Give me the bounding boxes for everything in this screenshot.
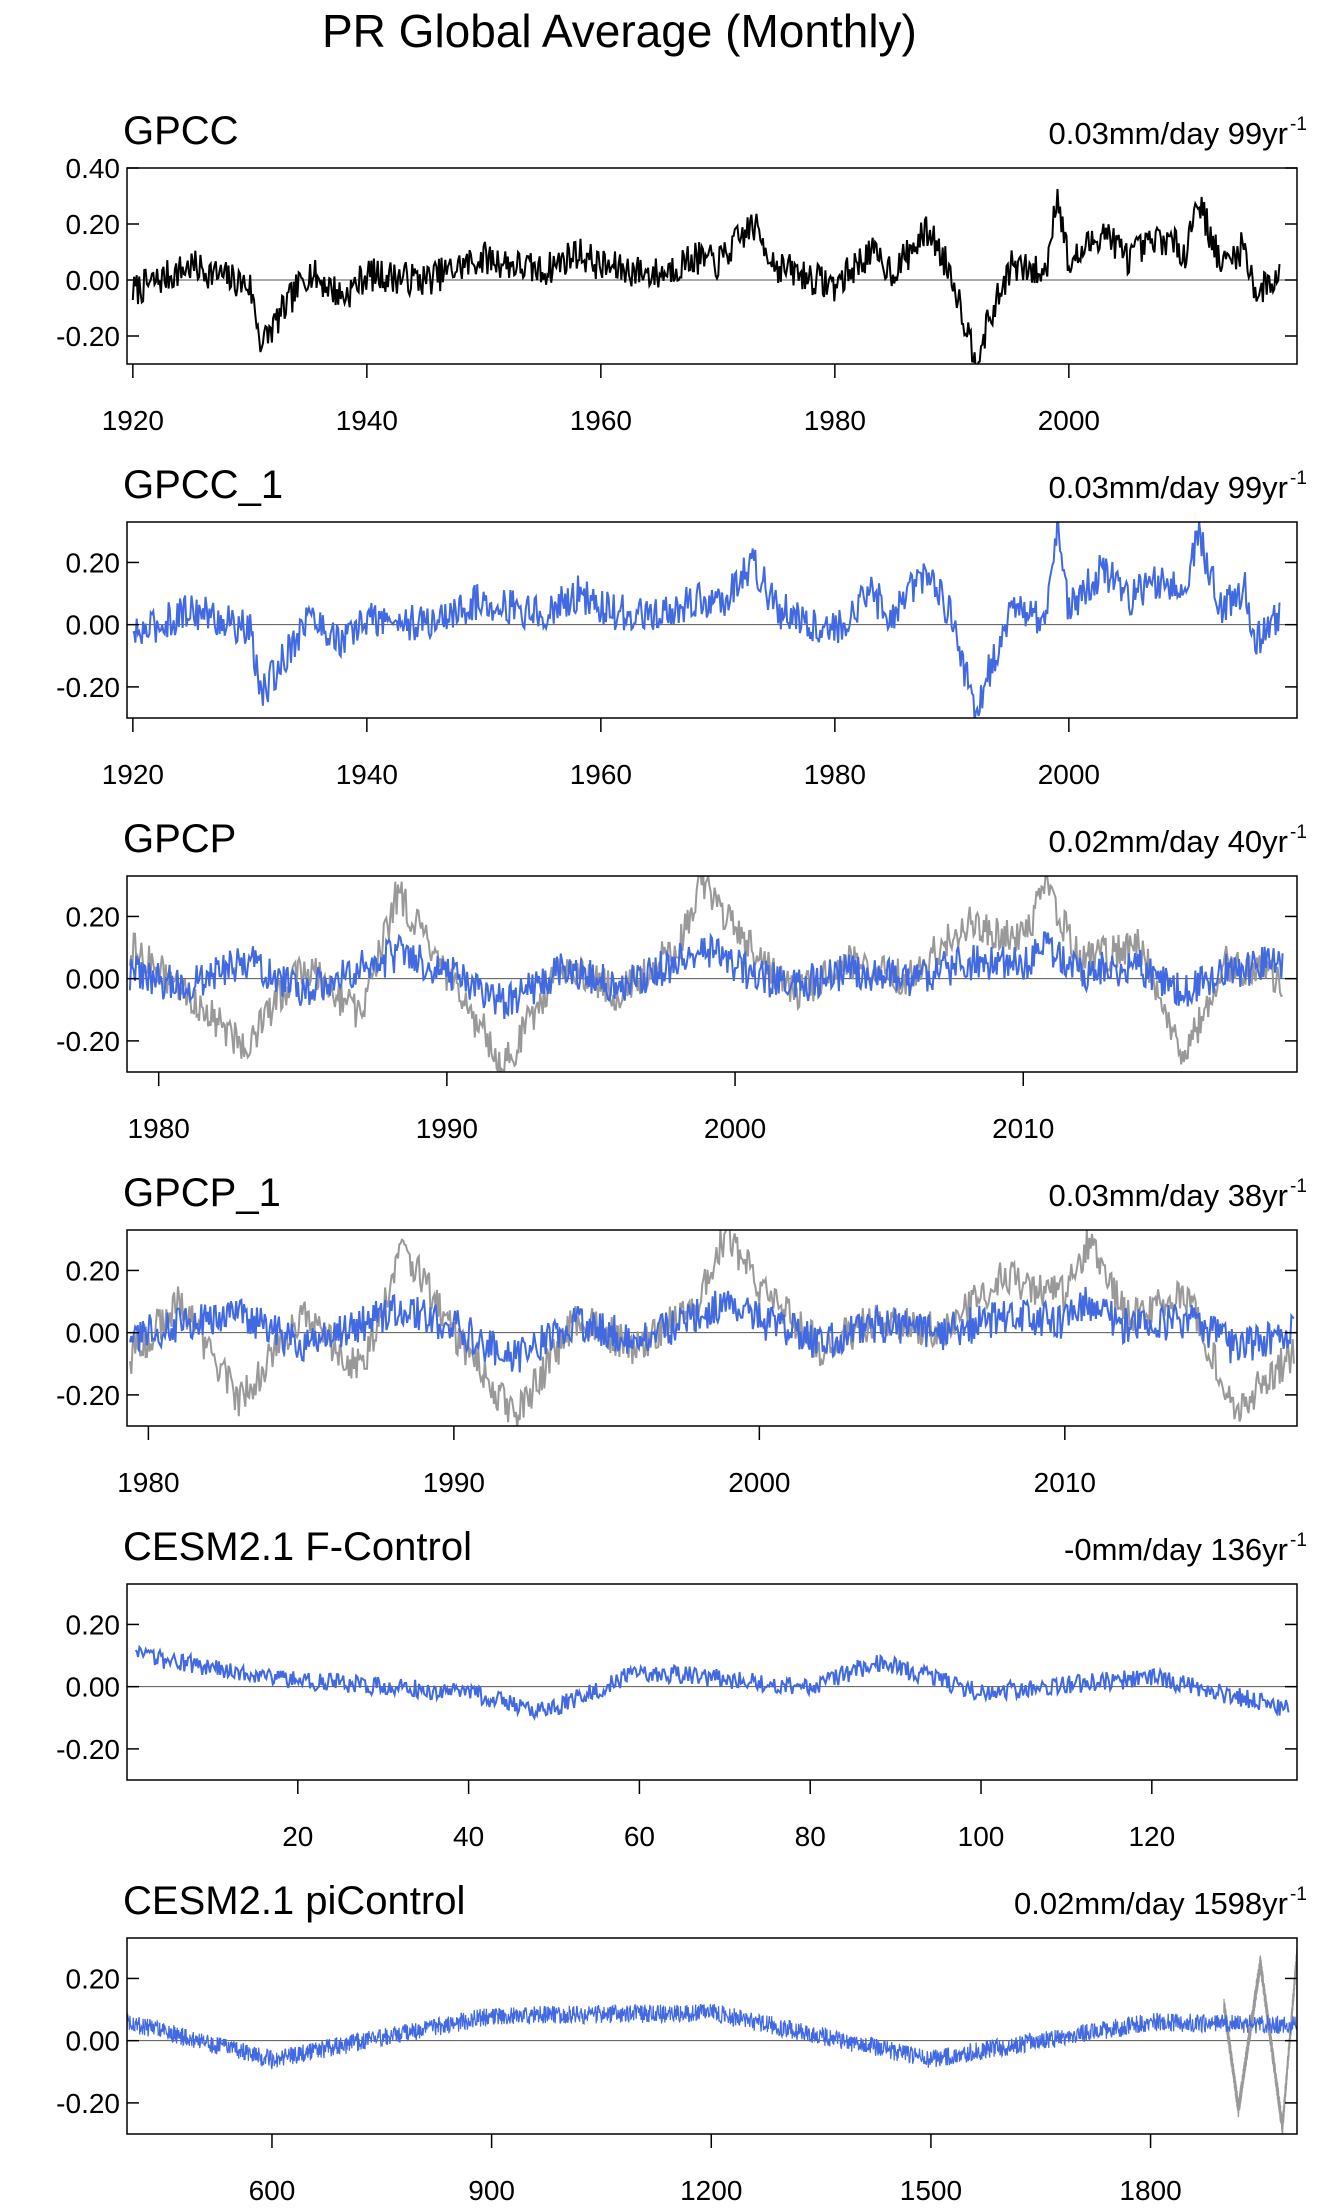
series-line-1 <box>131 188 1281 364</box>
trend-exponent: -1 <box>1290 1530 1307 1551</box>
panel-6: CESM2.1 piControl 0.02mm/day 1598yr -1 -0.2… <box>56 1879 1307 2206</box>
series-line-2 <box>129 1286 1295 1373</box>
series-line-1 <box>129 1230 1295 1426</box>
x-tick-label: 2000 <box>1038 759 1100 790</box>
x-tick-label: 1960 <box>570 759 632 790</box>
x-tick-label: 1980 <box>804 405 866 436</box>
series-line-2 <box>128 931 1284 1019</box>
y-tick-label: 0.20 <box>66 547 121 578</box>
y-tick-label: 0.00 <box>66 265 121 296</box>
x-tick-label: 1940 <box>336 759 398 790</box>
trend-label: 0.02mm/day 40yr <box>1049 824 1289 859</box>
plot-frame <box>126 875 1298 1073</box>
y-tick-label: -0.20 <box>56 1380 120 1411</box>
panel-title: GPCC_1 <box>123 463 283 507</box>
x-tick-label: 1920 <box>102 405 164 436</box>
trend-exponent: -1 <box>1290 468 1307 489</box>
x-tick-label: 1990 <box>423 1467 485 1498</box>
panel-5: CESM2.1 F-Control -0mm/day 136yr -1 -0.20 0.… <box>56 1525 1307 1852</box>
x-tick-label: 1800 <box>1119 2175 1181 2206</box>
plot-frame <box>126 521 1298 719</box>
y-tick-label: 0.00 <box>66 2026 121 2057</box>
x-tick-label: 2010 <box>992 1113 1054 1144</box>
series-line-1 <box>134 1644 1290 1722</box>
x-tick-label: 80 <box>795 1821 826 1852</box>
x-tick-label: 1980 <box>804 759 866 790</box>
trend-label: 0.03mm/day 99yr <box>1049 470 1289 505</box>
y-tick-label: -0.20 <box>56 1734 120 1765</box>
y-tick-label: 0.20 <box>66 1255 121 1286</box>
y-tick-label: 0.00 <box>66 1672 121 1703</box>
trend-exponent: -1 <box>1290 822 1307 843</box>
y-tick-label: 0.00 <box>66 1318 121 1349</box>
y-tick-label: -0.20 <box>56 321 120 352</box>
series-line-1 <box>128 876 1283 1072</box>
panel-title: CESM2.1 F-Control <box>123 1525 472 1569</box>
plot-frame <box>126 1229 1298 1427</box>
y-tick-label: 0.20 <box>66 1609 121 1640</box>
series-line-2 <box>127 2003 1297 2071</box>
x-tick-label: 900 <box>468 2175 515 2206</box>
y-tick-label: -0.20 <box>56 1026 120 1057</box>
trend-label: 0.03mm/day 99yr <box>1049 116 1289 151</box>
panel-title: GPCC <box>123 109 239 153</box>
panel-title: CESM2.1 piControl <box>123 1879 465 1923</box>
trend-label: 0.02mm/day 1598yr <box>1014 1886 1288 1921</box>
x-tick-label: 2000 <box>1038 405 1100 436</box>
panel-title: GPCP <box>123 817 236 861</box>
x-tick-label: 600 <box>249 2175 296 2206</box>
panel-2: GPCC_1 0.03mm/day 99yr -1 -0.20 0.00 0.20 1920… <box>56 463 1307 790</box>
x-tick-label: 1500 <box>900 2175 962 2206</box>
x-tick-label: 1980 <box>117 1467 179 1498</box>
trend-exponent: -1 <box>1290 1884 1307 1905</box>
y-tick-label: 0.20 <box>66 901 121 932</box>
y-tick-label: 0.20 <box>66 209 121 240</box>
x-tick-label: 1960 <box>570 405 632 436</box>
x-tick-label: 2000 <box>728 1467 790 1498</box>
series-line-1 <box>132 522 1281 718</box>
trend-exponent: -1 <box>1290 114 1307 135</box>
y-tick-label: 0.00 <box>66 610 121 641</box>
panel-4: GPCP_1 0.03mm/day 38yr -1 -0.20 0.00 0.20 1980… <box>56 1171 1307 1498</box>
trend-label: -0mm/day 136yr <box>1064 1532 1288 1567</box>
x-tick-label: 2000 <box>704 1113 766 1144</box>
x-tick-label: 1990 <box>416 1113 478 1144</box>
y-tick-label: 0.20 <box>66 1963 121 1994</box>
panel-3: GPCP 0.02mm/day 40yr -1 -0.20 0.00 0.20 1980 19… <box>56 817 1307 1144</box>
x-tick-label: 2010 <box>1034 1467 1096 1498</box>
x-tick-label: 40 <box>453 1821 484 1852</box>
x-tick-label: 1200 <box>680 2175 742 2206</box>
panel-1: GPCC 0.03mm/day 99yr -1 -0.20 0.00 0.20 0.40 19… <box>56 109 1307 436</box>
y-tick-label: 0.40 <box>66 153 121 184</box>
x-tick-label: 20 <box>282 1821 313 1852</box>
panel-title: GPCP_1 <box>123 1171 281 1215</box>
y-tick-label: 0.00 <box>66 964 121 995</box>
series-line-1 <box>1223 1947 1297 2134</box>
x-tick-label: 1920 <box>102 759 164 790</box>
x-tick-label: 120 <box>1128 1821 1175 1852</box>
x-tick-label: 1940 <box>336 405 398 436</box>
figure-title-text: PR Global Average (Monthly) <box>322 5 917 57</box>
plot-frame <box>126 1583 1298 1781</box>
x-tick-label: 100 <box>958 1821 1005 1852</box>
x-tick-label: 1980 <box>128 1113 190 1144</box>
y-tick-label: -0.20 <box>56 672 120 703</box>
plot-frame <box>126 167 1298 365</box>
trend-exponent: -1 <box>1290 1176 1307 1197</box>
trend-label: 0.03mm/day 38yr <box>1049 1178 1289 1213</box>
x-tick-label: 60 <box>624 1821 655 1852</box>
y-tick-label: -0.20 <box>56 2088 120 2119</box>
